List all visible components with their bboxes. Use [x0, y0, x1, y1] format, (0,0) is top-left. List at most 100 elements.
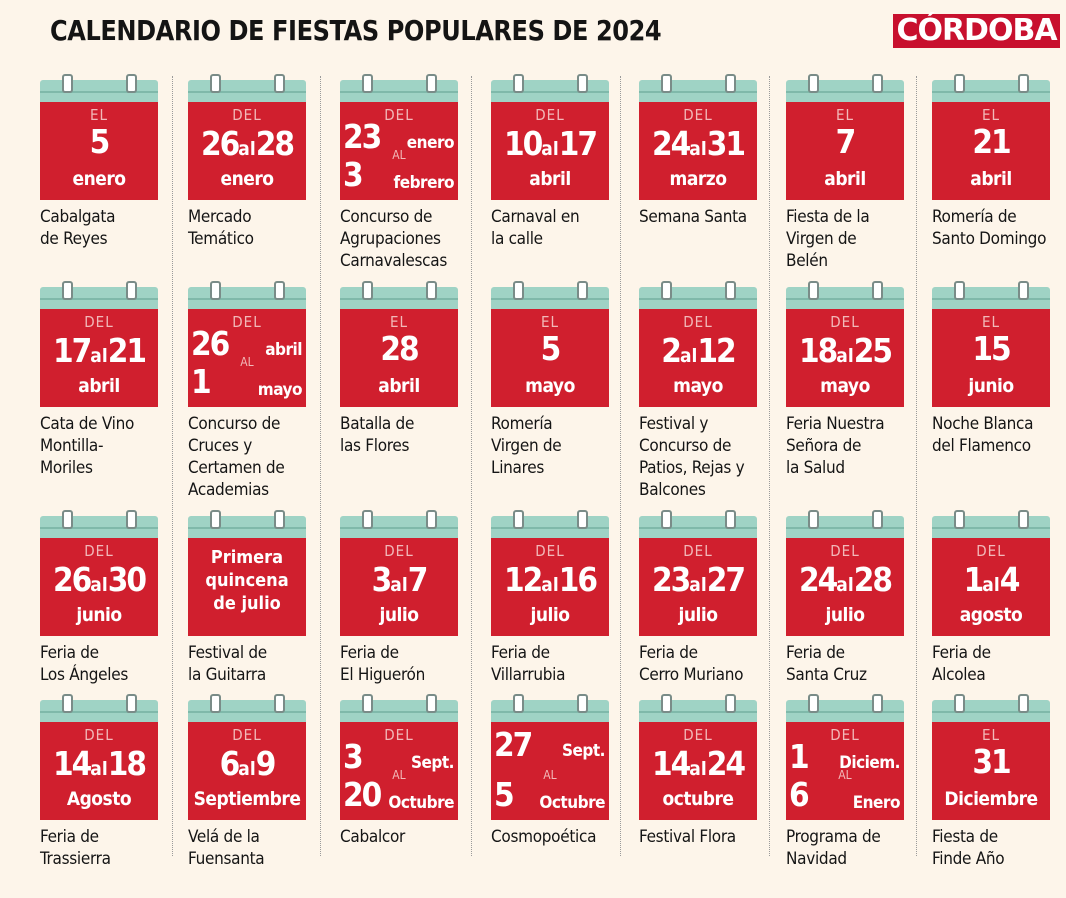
date-to: 28 [853, 560, 893, 599]
date-connector: AL [392, 768, 406, 782]
event-card: DEL 26 abril AL 1 mayo Concurso de Cruces y Cert… [188, 281, 306, 501]
event-name: Concurso de Cruces y Certamen de Academias [188, 413, 306, 501]
event-name-line: Cabalgata [40, 207, 116, 227]
date-from: 3 [343, 737, 364, 776]
date-range: 1al4 [932, 560, 1050, 605]
date-from: 24 [798, 560, 838, 599]
event-card: DEL 10al17 abril Carnaval en la calle [491, 74, 609, 250]
event-card: EL 7 abril Fiesta de la Virgen de Belén [786, 74, 904, 272]
date-from-row: 27 Sept. [491, 726, 609, 764]
event-name: Feria Nuestra Señora de la Salud [786, 413, 904, 479]
calendar-ring-icon [426, 510, 437, 529]
event-card: DEL 6al9 Septiembre Velá de la Fuensanta [188, 694, 306, 870]
calendar-ring-icon [577, 74, 588, 93]
calendar-date-box: DEL 12al16 julio [491, 538, 609, 636]
date-from-row: 23 enero [340, 118, 458, 156]
calendar-ring-icon [274, 510, 285, 529]
date-prefix: DEL [384, 726, 414, 744]
event-name-line: Santo Domingo [932, 229, 1047, 249]
date-to: 31 [706, 124, 746, 163]
calendar-date-box: EL 31 Diciembre [932, 722, 1050, 820]
calendar-ring-icon [1018, 74, 1029, 93]
date-prefix: DEL [232, 726, 262, 744]
calendar-header [491, 700, 609, 722]
date-to: 1 [191, 362, 212, 401]
event-name-line: Agrupaciones [340, 229, 441, 249]
date-to-row: 5 Octubre [491, 776, 609, 816]
calendar-ring-icon [362, 74, 373, 93]
event-card: EL 28 abril Batalla de las Flores [340, 281, 458, 457]
date-range: 6al9 [188, 744, 306, 789]
event-name-line: Mercado [188, 207, 252, 227]
date-prefix: DEL [84, 726, 114, 744]
date-from: 26 [191, 324, 230, 363]
date-prefix: DEL [683, 542, 713, 560]
calendar-ring-icon [661, 510, 672, 529]
date-to: 6 [789, 775, 810, 814]
date-prefix: DEL [830, 313, 860, 331]
calendar-header [639, 516, 757, 538]
calendar-header [491, 287, 609, 309]
calendar-ring-icon [62, 510, 73, 529]
event-card: DEL 2al12 mayo Festival y Concurso de Patios,… [639, 281, 757, 501]
date-from-month: enero [406, 133, 455, 153]
date-to: 5 [494, 775, 515, 814]
calendar-icon: DEL 17al21 abril [40, 281, 158, 407]
calendar-date-box: DEL 17al21 abril [40, 309, 158, 407]
event-name-line: Fiesta de [932, 827, 998, 847]
event-name: Semana Santa [639, 206, 757, 228]
event-name-line: Virgen de [786, 229, 857, 249]
date-from: 18 [798, 331, 838, 370]
date-to: 3 [343, 155, 364, 194]
calendar-date-box: DEL 14al24 octubre [639, 722, 757, 820]
event-name-line: Carnavalescas [340, 251, 448, 271]
date-month: mayo [525, 375, 575, 397]
event-name-line: Villarrubia [491, 665, 566, 685]
date-day: 5 [540, 329, 562, 368]
event-card: EL 21 abril Romería de Santo Domingo [932, 74, 1050, 250]
event-card: DEL 14al24 octubre Festival Flora [639, 694, 757, 848]
event-card: 27 Sept. AL 5 Octubre Cosmopoética [491, 694, 609, 848]
event-name-line: Moriles [40, 458, 93, 478]
event-name: Mercado Temático [188, 206, 306, 250]
event-name-line: Festival y [639, 414, 709, 434]
calendar-ring-icon [1018, 694, 1029, 713]
calendar-date-box: EL 15 junio [932, 309, 1050, 407]
date-month: Agosto [66, 788, 132, 810]
calendar-header [188, 80, 306, 102]
date-to: 27 [706, 560, 746, 599]
calendar-header [932, 80, 1050, 102]
calendar-ring-icon [1018, 510, 1029, 529]
calendar-date-box: 27 Sept. AL 5 Octubre [491, 722, 609, 820]
event-name: Feria de Alcolea [932, 642, 1050, 686]
event-name-line: Cabalcor [340, 827, 406, 847]
calendar-header [786, 80, 904, 102]
date-connector: AL [838, 768, 852, 782]
calendar-ring-icon [661, 74, 672, 93]
date-month: enero [220, 168, 274, 190]
date-prefix: DEL [232, 313, 262, 331]
calendar-date-box: EL 21 abril [932, 102, 1050, 200]
event-name-line: Balcones [639, 480, 706, 500]
event-name: Concurso de Agrupaciones Carnavalescas [340, 206, 458, 272]
date-from: 1 [789, 737, 810, 776]
date-month: julio [825, 604, 865, 626]
calendar-ring-icon [661, 281, 672, 300]
calendar-icon: EL 15 junio [932, 281, 1050, 407]
calendar-icon: DEL 18al25 mayo [786, 281, 904, 407]
calendar-header [932, 700, 1050, 722]
calendar-ring-icon [661, 694, 672, 713]
date-from: 10 [503, 124, 543, 163]
date-month: abril [78, 375, 120, 397]
event-name-line: Montilla- [40, 436, 104, 456]
date-connector: al [390, 574, 408, 596]
calendar-icon: DEL 14al24 octubre [639, 694, 757, 820]
date-month: enero [72, 168, 126, 190]
date-to: 21 [107, 331, 147, 370]
event-name-line: Feria de [491, 643, 550, 663]
event-name: Feria de Santa Cruz [786, 642, 904, 686]
date-from-month: Sept. [411, 753, 454, 773]
date-prefix: DEL [683, 106, 713, 124]
date-prefix: DEL [384, 542, 414, 560]
date-to-month: Octubre [388, 793, 454, 813]
